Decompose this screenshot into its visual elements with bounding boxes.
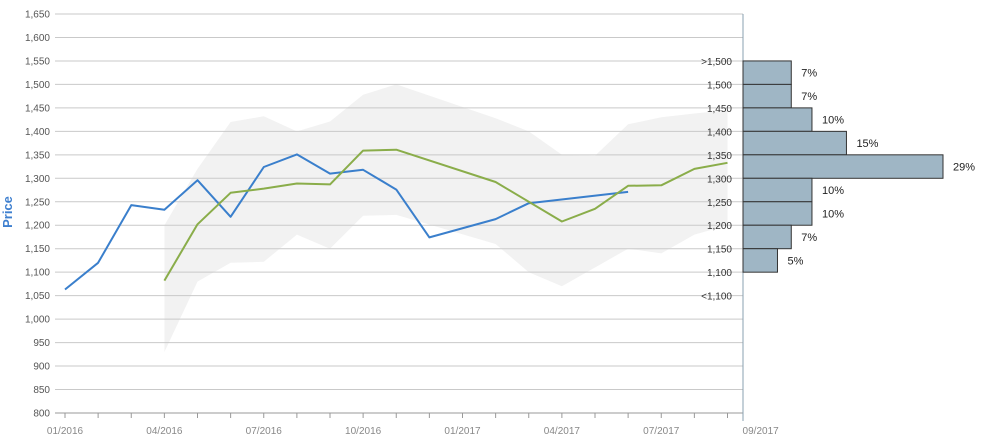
distribution-bar <box>742 107 813 132</box>
distribution-percent-label: 5% <box>787 255 803 267</box>
distribution-percent-label: 7% <box>801 91 817 103</box>
distribution-bar <box>742 248 778 273</box>
axes: 800 850 900 950 1,000 1,050 1,100 1,150 1,200 1,2… <box>25 10 779 438</box>
y-tick-label: 1,200 <box>25 221 50 232</box>
forecast-band <box>164 84 728 353</box>
distribution-bar <box>742 201 813 226</box>
series-line-2 <box>163 148 728 282</box>
y-tick-label: 1,400 <box>25 127 50 138</box>
x-tick-label: 01/2016 <box>47 426 84 437</box>
y-tick-label: 1,600 <box>25 33 50 44</box>
gridlines <box>55 13 743 414</box>
y-tick-label: 1,250 <box>25 197 50 208</box>
distribution-bin-label: 1,150 <box>707 245 732 256</box>
distribution-bin-label: 1,100 <box>707 268 732 279</box>
distribution-bin-label: 1,200 <box>707 221 732 232</box>
distribution-percent-label: 10% <box>822 209 844 221</box>
distribution-bar <box>742 177 813 203</box>
y-tick-label: 1,300 <box>25 174 50 185</box>
x-tick-label: 10/2016 <box>345 426 382 437</box>
x-tick-label: 07/2017 <box>643 426 680 437</box>
distribution-percent-label: 10% <box>822 185 844 197</box>
y-tick-label: 1,350 <box>25 150 50 161</box>
x-tick-label: 01/2017 <box>444 426 481 437</box>
distribution-bin-label: 1,450 <box>707 104 732 115</box>
distribution-bin-label: 1,500 <box>707 80 732 91</box>
price-distribution: >1,500 7% 1,500 7% 1,450 10% 1,400 15% 1,350 29% 1… <box>701 57 975 303</box>
series-lines <box>64 148 728 291</box>
y-tick-label: 950 <box>33 338 50 349</box>
x-tick-label: 04/2017 <box>544 426 581 437</box>
y-tick-label: 850 <box>33 385 50 396</box>
distribution-bin-label: 1,250 <box>707 198 732 209</box>
range-band <box>164 84 728 353</box>
distribution-percent-label: 15% <box>856 138 878 150</box>
distribution-bin-label: >1,500 <box>701 57 732 68</box>
x-tick-label: 07/2016 <box>246 426 283 437</box>
y-tick-label: 1,650 <box>25 10 50 21</box>
distribution-bar <box>742 83 792 109</box>
distribution-bar <box>742 130 847 156</box>
distribution-bin-label: 1,350 <box>707 151 732 162</box>
distribution-bin-label: <1,100 <box>701 292 732 303</box>
distribution-bin-label: 1,400 <box>707 127 732 138</box>
distribution-percent-label: 7% <box>801 232 817 244</box>
y-tick-label: 1,100 <box>25 268 50 279</box>
series-line-1 <box>64 153 629 291</box>
distribution-bar <box>742 60 792 85</box>
y-tick-label: 1,550 <box>25 56 50 67</box>
y-tick-label: 1,000 <box>25 315 50 326</box>
y-tick-label: 1,150 <box>25 244 50 255</box>
distribution-bar <box>742 154 944 179</box>
distribution-percent-label: 7% <box>801 68 817 80</box>
distribution-percent-label: 29% <box>953 162 975 174</box>
y-tick-label: 1,500 <box>25 80 50 91</box>
x-tick-label: 04/2016 <box>146 426 183 437</box>
x-tick-label: 09/2017 <box>743 426 780 437</box>
y-tick-label: 800 <box>33 409 50 420</box>
distribution-bin-label: 1,300 <box>707 174 732 185</box>
y-tick-label: 1,050 <box>25 291 50 302</box>
y-tick-label: 1,450 <box>25 103 50 114</box>
y-tick-label: 900 <box>33 362 50 373</box>
distribution-percent-label: 10% <box>822 115 844 127</box>
y-axis-title: Price <box>0 196 15 228</box>
distribution-bar <box>742 224 792 250</box>
